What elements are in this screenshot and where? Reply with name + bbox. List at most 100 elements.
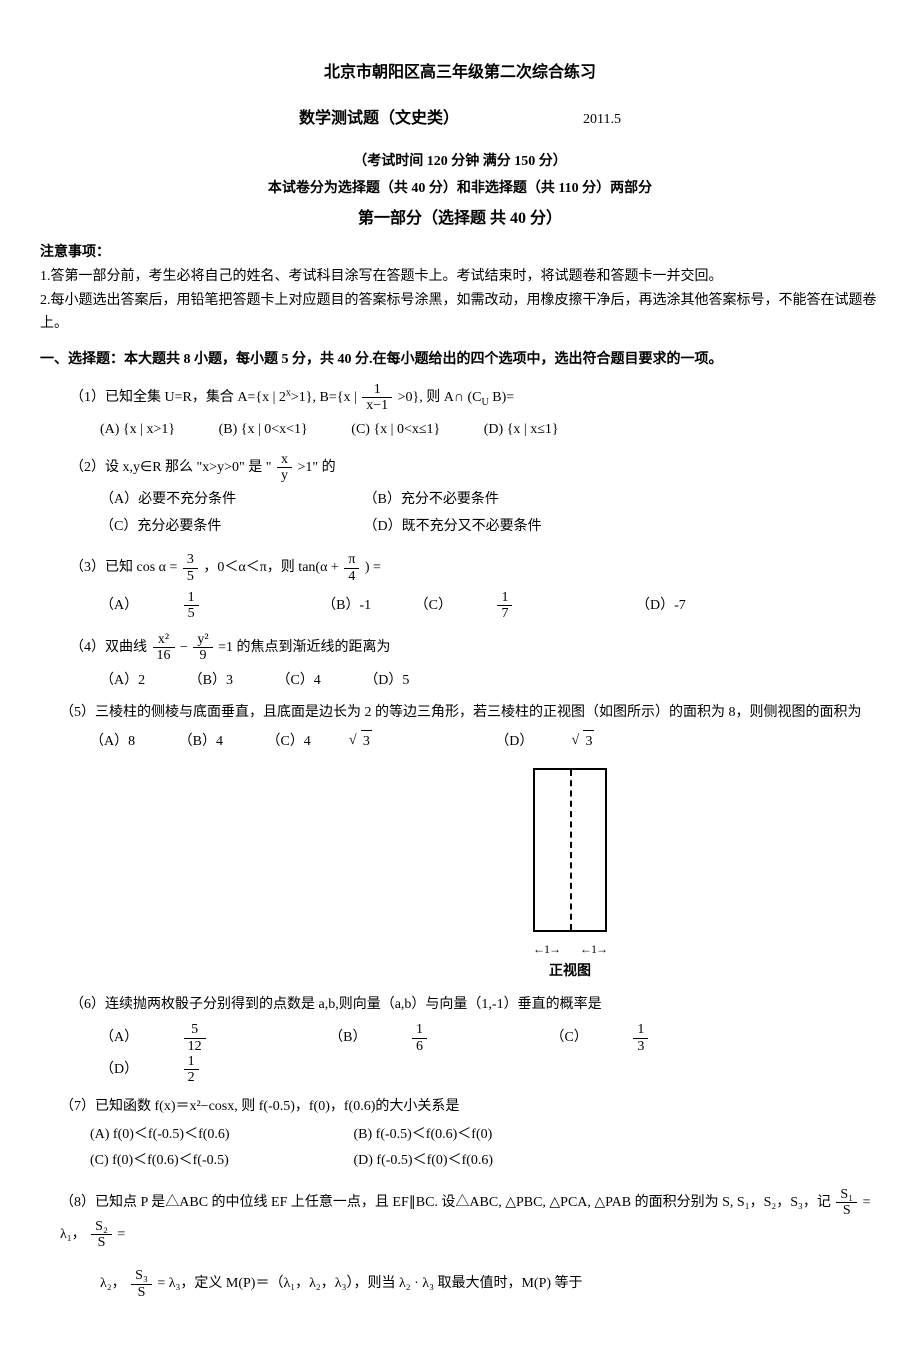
q8-frac2: S₂S <box>91 1219 112 1251</box>
q6-optD-den: 2 <box>184 1070 199 1085</box>
q6-stem: （6）连续抛两枚骰子分别得到的点数是 a,b,则向量（a,b）与向量（1,-1）… <box>70 994 880 1016</box>
sub-title: 数学测试题（文史类） <box>299 110 459 127</box>
q4-frac2: y² 9 <box>193 632 212 664</box>
q5-optB: （B）4 <box>179 731 223 753</box>
q3-text-a: （3）已知 cos α = <box>70 560 177 575</box>
q5-optC-rad: 3 <box>361 730 372 753</box>
q6-optC-frac: 13 <box>633 1022 688 1054</box>
q8-text-a: （8）已知点 P 是△ABC 的中位线 EF 上任意一点，且 EF∥BC. 设△… <box>60 1195 831 1210</box>
q5-optC: （C）4 3 <box>266 730 451 753</box>
question-4: （4）双曲线 x² 16 − y² 9 =1 的焦点到渐近线的距离为 （A）2 … <box>70 632 880 692</box>
q6-optA-den: 12 <box>184 1039 206 1054</box>
q5-optC-pre: （C）4 <box>266 731 310 753</box>
q5-optD-sqrt: 3 <box>573 730 634 753</box>
q5-optC-sqrt: 3 <box>351 730 412 753</box>
q2-optB: （B）充分不必要条件 <box>364 489 624 511</box>
q6-optC: （C） 13 <box>550 1022 728 1054</box>
q6-optD-num: 1 <box>184 1054 199 1070</box>
q4-text-mid: − <box>180 640 188 655</box>
q8-frac3: S₃S <box>131 1268 152 1300</box>
q6-optC-num: 1 <box>633 1022 648 1038</box>
q4-options: （A）2 （B）3 （C）4 （D）5 <box>100 670 880 692</box>
q6-optD-pre: （D） <box>100 1059 138 1081</box>
exam-date: 2011.5 <box>583 109 621 131</box>
q6-optB-pre: （B） <box>329 1027 366 1049</box>
main-title: 北京市朝阳区高三年级第二次综合练习 <box>40 60 880 86</box>
q8-eq2: = <box>117 1227 125 1242</box>
q1-options: (A) {x | x>1} (B) {x | 0<x<1} (C) {x | 0… <box>100 419 880 441</box>
question-2: （2）设 x,y∈R 那么 "x>y>0" 是 " x y >1" 的 （A）必… <box>70 452 880 543</box>
q2-optC: （C）充分必要条件 <box>100 516 360 538</box>
q1-text-b: >1}, B={x | <box>291 390 357 405</box>
q3-optA-num: 1 <box>184 590 199 606</box>
q7-optD: (D) f(-0.5)＜f(0)＜f(0.6) <box>354 1150 614 1172</box>
q5-stem: （5）三棱柱的侧棱与底面垂直，且底面是边长为 2 的等边三角形，若三棱柱的正视图… <box>60 702 880 724</box>
question-8: （8）已知点 P 是△ABC 的中位线 EF 上任意一点，且 EF∥BC. 设△… <box>60 1187 880 1300</box>
q4-f1-num: x² <box>153 632 175 648</box>
q4-optD: （D）5 <box>364 670 409 692</box>
q7-stem: （7）已知函数 f(x)＝x²−cosx, 则 f(-0.5)，f(0)，f(0… <box>60 1096 880 1118</box>
q2-frac-den: y <box>277 468 292 483</box>
q3-optC-pre: （C） <box>415 595 452 617</box>
question-5: （5）三棱柱的侧棱与底面垂直，且底面是边长为 2 的等边三角形，若三棱柱的正视图… <box>60 702 880 984</box>
q3-stem: （3）已知 cos α = 3 5 ，0＜α＜π，则 tan(α + π 4 )… <box>70 552 880 584</box>
q2-optD: （D）既不充分又不必要条件 <box>364 516 624 538</box>
front-view-marks: ←1→ ←1→ <box>533 940 607 959</box>
q6-optD: （D） 12 <box>100 1054 279 1086</box>
q6-optD-frac: 12 <box>184 1054 239 1086</box>
q5-optA: （A）8 <box>90 731 135 753</box>
q6-optB-den: 6 <box>412 1039 427 1054</box>
q1-optC: (C) {x | 0<x≤1} <box>351 419 440 441</box>
q5-optD-pre: （D） <box>495 731 533 753</box>
question-3: （3）已知 cos α = 3 5 ，0＜α＜π，则 tan(α + π 4 )… <box>70 552 880 622</box>
q2-text-b: >1" 的 <box>297 460 335 475</box>
q6-optA: （A） 512 <box>100 1022 286 1054</box>
q7-optA: (A) f(0)＜f(-0.5)＜f(0.6) <box>90 1124 350 1146</box>
q3-optA-frac: 1 5 <box>184 590 239 622</box>
q3-frac1: 3 5 <box>183 552 198 584</box>
q3-optA: （A） 1 5 <box>100 590 279 622</box>
q8-line2: λ₂， S₃S = λ₃，定义 M(P)＝（λ₁，λ₂，λ₃），则当 λ₂ · … <box>100 1268 880 1300</box>
q3-optB: （B）-1 <box>322 595 371 617</box>
mark-right: ←1→ <box>580 940 607 959</box>
q8-f3-num: S₃ <box>131 1268 152 1284</box>
q3-f2-num: π <box>344 552 359 568</box>
q3-optA-den: 5 <box>184 606 199 621</box>
question-6: （6）连续抛两枚骰子分别得到的点数是 a,b,则向量（a,b）与向量（1,-1）… <box>70 994 880 1086</box>
q8-f1-den: S <box>836 1203 857 1218</box>
q6-optB-frac: 16 <box>412 1022 467 1054</box>
exam-time: （考试时间 120 分钟 满分 150 分） <box>40 151 880 173</box>
q3-frac2: π 4 <box>344 552 359 584</box>
q1-frac-num: 1 <box>362 382 392 398</box>
q3-optC: （C） 1 7 <box>415 590 593 622</box>
q3-f1-den: 5 <box>183 569 198 584</box>
q3-optD: （D）-7 <box>636 595 686 617</box>
q1-text-d: B)= <box>489 390 514 405</box>
q6-optA-frac: 512 <box>184 1022 246 1054</box>
q3-optC-den: 7 <box>497 606 512 621</box>
q5-options: （A）8 （B）4 （C）4 3 （D） 3 <box>90 730 880 753</box>
q1-optA: (A) {x | x>1} <box>100 419 175 441</box>
paper-split: 本试卷分为选择题（共 40 分）和非选择题（共 110 分）两部分 <box>40 178 880 200</box>
q2-fraction: x y <box>277 452 292 484</box>
q1-sub-u: U <box>482 396 489 407</box>
q1-text-a: （1）已知全集 U=R，集合 A={x | 2 <box>70 390 286 405</box>
q1-frac-den: x−1 <box>362 398 392 413</box>
sub-title-row: 数学测试题（文史类） 2011.5 <box>40 106 880 132</box>
q4-stem: （4）双曲线 x² 16 − y² 9 =1 的焦点到渐近线的距离为 <box>70 632 880 664</box>
q6-options: （A） 512 （B） 16 （C） 13 （D） 12 <box>100 1022 880 1086</box>
mark-left: ←1→ <box>533 940 560 959</box>
q2-options: （A）必要不充分条件 （B）充分不必要条件 （C）充分必要条件 （D）既不充分又… <box>100 489 880 542</box>
q4-f1-den: 16 <box>153 648 175 663</box>
q8-f2-den: S <box>91 1235 112 1250</box>
part1-title: 第一部分（选择题 共 40 分） <box>40 206 880 232</box>
question-1: （1）已知全集 U=R，集合 A={x | 2x>1}, B={x | 1 x−… <box>70 382 880 442</box>
q3-optA-pre: （A） <box>100 595 138 617</box>
q1-stem: （1）已知全集 U=R，集合 A={x | 2x>1}, B={x | 1 x−… <box>70 382 880 414</box>
q6-optC-den: 3 <box>633 1039 648 1054</box>
q3-f2-den: 4 <box>344 569 359 584</box>
notice-2: 2.每小题选出答案后，用铅笔把答题卡上对应题目的答案标号涂黑，如需改动，用橡皮擦… <box>40 290 880 335</box>
q6-optB-num: 1 <box>412 1022 427 1038</box>
q8-frac1: S₁S <box>836 1187 857 1219</box>
q8-f2-num: S₂ <box>91 1219 112 1235</box>
